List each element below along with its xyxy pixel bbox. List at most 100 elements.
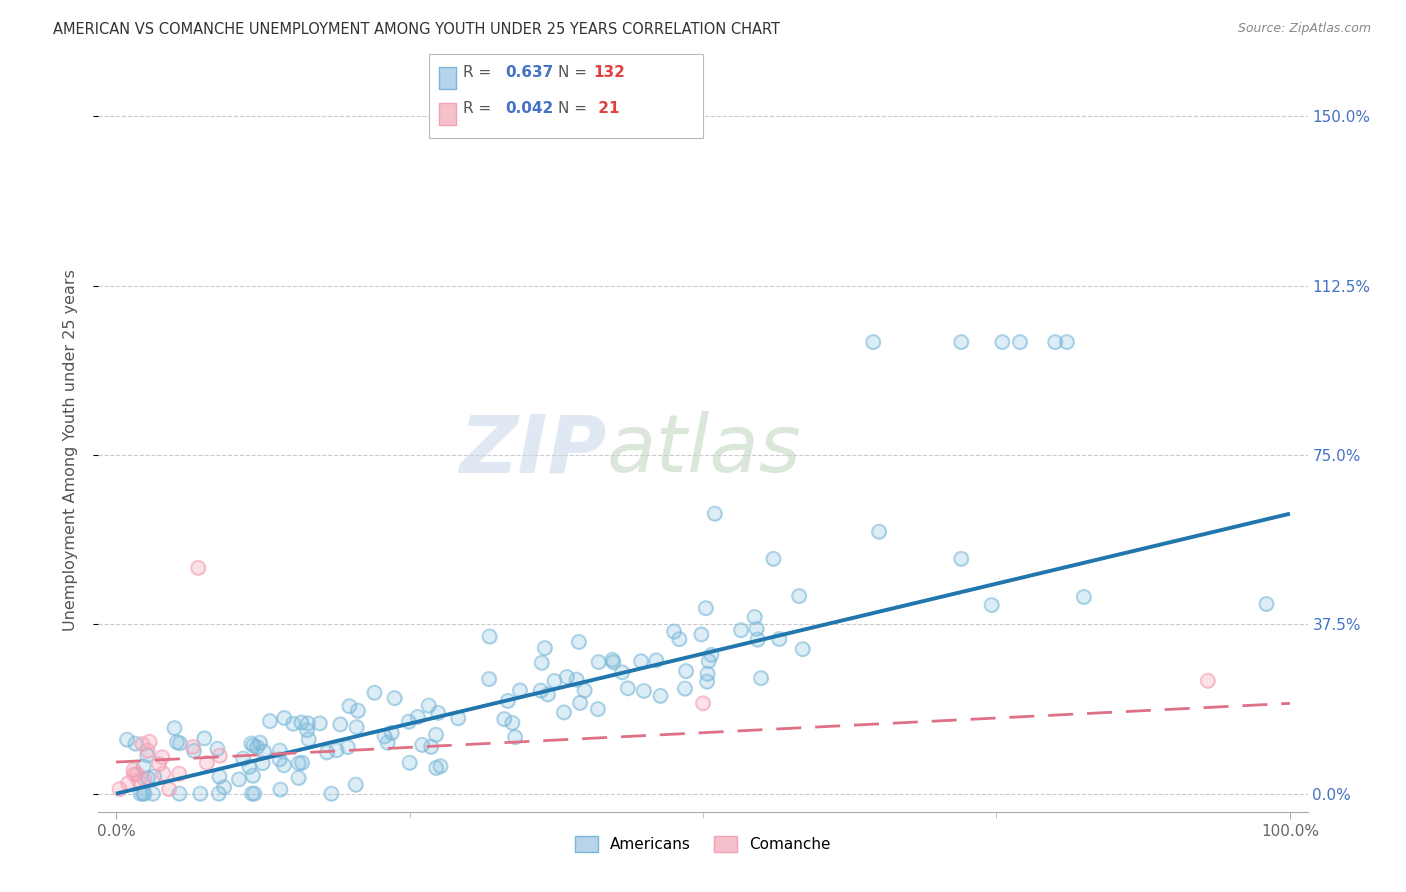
- Point: [602, 653, 624, 667]
- Point: [373, 730, 395, 744]
- Point: [132, 787, 155, 801]
- Point: [337, 699, 360, 714]
- Point: [122, 763, 145, 777]
- Point: [329, 717, 352, 731]
- Point: [478, 672, 501, 686]
- Point: [131, 737, 153, 751]
- Point: [696, 674, 718, 689]
- Point: [131, 737, 153, 751]
- Point: [344, 778, 367, 792]
- Point: [347, 704, 370, 718]
- Point: [398, 714, 420, 729]
- Point: [950, 551, 973, 566]
- Point: [246, 740, 269, 755]
- Point: [692, 696, 714, 710]
- Point: [555, 670, 578, 684]
- Point: [228, 772, 250, 787]
- Point: [429, 759, 451, 773]
- Point: [478, 672, 501, 686]
- Point: [420, 739, 443, 754]
- Point: [163, 721, 186, 735]
- Point: [232, 751, 254, 765]
- Point: [1043, 334, 1066, 349]
- Point: [1197, 673, 1219, 688]
- Point: [346, 720, 368, 734]
- Point: [730, 624, 752, 638]
- Point: [128, 773, 150, 788]
- Point: [169, 736, 191, 750]
- Point: [602, 653, 624, 667]
- Text: N =: N =: [558, 65, 592, 80]
- Point: [537, 688, 560, 702]
- Point: [295, 723, 318, 738]
- Point: [700, 648, 723, 662]
- Point: [745, 622, 768, 636]
- Point: [208, 770, 231, 784]
- Text: 21: 21: [593, 101, 620, 116]
- Point: [249, 736, 271, 750]
- Text: 0.637: 0.637: [505, 65, 553, 80]
- Point: [132, 759, 155, 773]
- Point: [697, 654, 720, 668]
- Point: [269, 782, 291, 797]
- Point: [108, 782, 131, 797]
- Point: [167, 766, 190, 780]
- Point: [347, 704, 370, 718]
- Point: [273, 758, 295, 772]
- Point: [418, 698, 440, 713]
- Point: [697, 654, 720, 668]
- Point: [730, 624, 752, 638]
- Point: [148, 757, 170, 772]
- Point: [569, 696, 592, 710]
- Point: [136, 771, 159, 785]
- Point: [425, 761, 447, 775]
- Point: [193, 731, 215, 746]
- Point: [586, 702, 609, 716]
- Point: [136, 744, 159, 758]
- Point: [537, 688, 560, 702]
- Point: [398, 714, 420, 729]
- Point: [1073, 590, 1095, 604]
- Point: [208, 770, 231, 784]
- Point: [690, 627, 713, 641]
- Point: [115, 732, 138, 747]
- Point: [316, 746, 339, 760]
- Point: [792, 642, 814, 657]
- Point: [142, 787, 165, 801]
- Point: [243, 787, 266, 801]
- Point: [749, 671, 772, 685]
- Point: [208, 748, 231, 763]
- Point: [208, 787, 231, 801]
- Point: [298, 732, 321, 747]
- Point: [287, 756, 309, 771]
- Point: [381, 726, 404, 740]
- Point: [553, 706, 575, 720]
- Point: [283, 716, 305, 731]
- Point: [645, 653, 668, 667]
- Point: [115, 732, 138, 747]
- Point: [420, 739, 443, 754]
- Point: [249, 736, 271, 750]
- Point: [138, 735, 160, 749]
- Point: [695, 601, 717, 615]
- Point: [253, 744, 276, 758]
- Point: [762, 551, 785, 566]
- Point: [193, 731, 215, 746]
- Point: [868, 524, 890, 539]
- Point: [950, 551, 973, 566]
- Point: [259, 714, 281, 728]
- Point: [588, 655, 610, 669]
- Point: [297, 716, 319, 731]
- Point: [555, 670, 578, 684]
- Point: [675, 664, 697, 678]
- Point: [188, 787, 211, 801]
- Point: [273, 711, 295, 725]
- Point: [212, 780, 235, 795]
- Point: [447, 711, 470, 725]
- Point: [633, 684, 655, 698]
- Point: [125, 767, 148, 781]
- Point: [363, 686, 385, 700]
- Point: [287, 771, 309, 785]
- Point: [418, 698, 440, 713]
- Point: [291, 756, 314, 770]
